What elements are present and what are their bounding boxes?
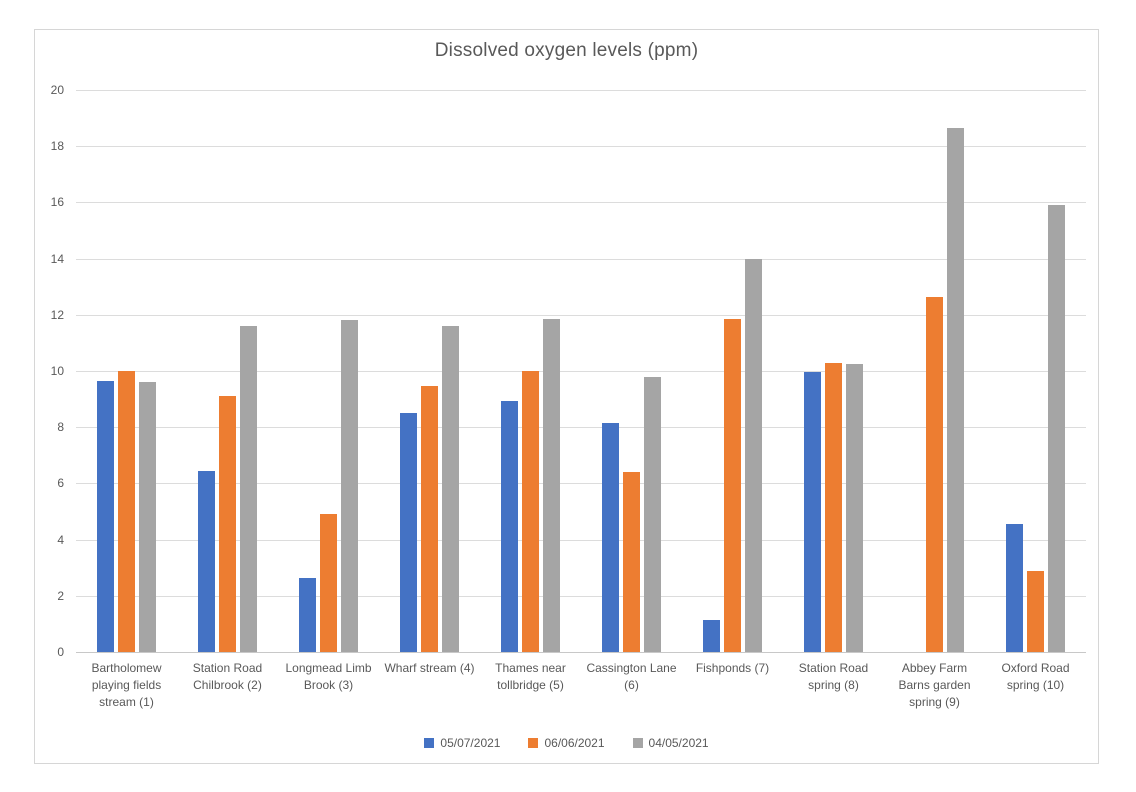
bar[interactable] bbox=[745, 258, 762, 652]
y-axis: 0 2 4 6 8 10 12 14 16 18 20 bbox=[35, 83, 69, 659]
legend: 05/07/2021 06/06/2021 04/05/2021 bbox=[35, 736, 1098, 750]
bar[interactable] bbox=[846, 363, 863, 652]
gridline bbox=[76, 258, 1086, 260]
y-tick-label: 20 bbox=[50, 83, 64, 97]
bar[interactable] bbox=[1006, 524, 1023, 652]
bar[interactable] bbox=[341, 320, 358, 652]
gridline bbox=[76, 483, 1086, 485]
bar[interactable] bbox=[926, 296, 943, 652]
legend-item[interactable]: 05/07/2021 bbox=[424, 736, 500, 750]
x-axis-label: Thames near tollbridge (5) bbox=[495, 661, 566, 692]
x-axis-label: Abbey Farm Barns garden spring (9) bbox=[898, 661, 971, 709]
bar-groups bbox=[76, 90, 1086, 652]
bar-group bbox=[480, 90, 581, 652]
bar[interactable] bbox=[1048, 205, 1065, 652]
legend-swatch bbox=[632, 738, 643, 748]
gridline bbox=[76, 539, 1086, 541]
gridline bbox=[76, 90, 1086, 91]
y-tick-label: 16 bbox=[50, 195, 64, 210]
bar[interactable] bbox=[139, 382, 156, 652]
bar[interactable] bbox=[602, 423, 619, 652]
chart-frame[interactable]: Dissolved oxygen levels (ppm) 0 2 4 6 8 10 12 1… bbox=[34, 29, 1099, 764]
gridline bbox=[76, 146, 1086, 148]
x-axis-labels: Bartholomew playing fields stream (1) Sta… bbox=[76, 660, 1086, 710]
bar[interactable] bbox=[320, 514, 337, 652]
bar[interactable] bbox=[644, 376, 661, 652]
bar[interactable] bbox=[623, 472, 640, 652]
bar[interactable] bbox=[118, 371, 135, 652]
y-tick-label: 12 bbox=[50, 307, 64, 322]
chart-title: Dissolved oxygen levels (ppm) bbox=[434, 40, 699, 61]
gridline bbox=[76, 202, 1086, 204]
bar-group bbox=[884, 90, 985, 652]
bar-group bbox=[682, 90, 783, 652]
gridline bbox=[76, 595, 1086, 597]
plot-area bbox=[76, 90, 1086, 653]
y-tick-label: 4 bbox=[57, 532, 64, 547]
bar[interactable] bbox=[947, 127, 964, 652]
bar[interactable] bbox=[522, 371, 539, 652]
bar-group bbox=[278, 90, 379, 652]
x-axis-label: Fishponds (7) bbox=[695, 661, 770, 675]
legend-item[interactable]: 06/06/2021 bbox=[528, 736, 605, 750]
bar[interactable] bbox=[442, 326, 459, 652]
bar[interactable] bbox=[400, 413, 417, 652]
gridline bbox=[76, 427, 1086, 429]
y-tick-label: 6 bbox=[57, 476, 64, 491]
y-tick-label: 10 bbox=[50, 364, 64, 378]
x-axis-label: Cassington Lane (6) bbox=[586, 661, 677, 692]
bar-group bbox=[783, 90, 884, 652]
x-axis-label: Bartholomew playing fields stream (1) bbox=[91, 661, 162, 709]
y-tick-label: 0 bbox=[57, 645, 64, 659]
y-tick-label: 8 bbox=[57, 420, 64, 435]
legend-swatch bbox=[528, 738, 539, 748]
y-tick-label: 14 bbox=[50, 251, 64, 266]
legend-label: 06/06/2021 bbox=[544, 736, 605, 750]
bar-group bbox=[379, 90, 480, 652]
x-axis-label: Longmead Limb Brook (3) bbox=[285, 661, 372, 692]
bar[interactable] bbox=[804, 372, 821, 652]
x-axis-label: Oxford Road spring (10) bbox=[1001, 661, 1070, 692]
bar-group bbox=[76, 90, 177, 652]
bar-group bbox=[177, 90, 278, 652]
bar[interactable] bbox=[240, 326, 257, 652]
bar[interactable] bbox=[198, 470, 215, 652]
bar[interactable] bbox=[724, 319, 741, 652]
x-axis-label: Station Road spring (8) bbox=[798, 661, 869, 692]
bar[interactable] bbox=[703, 619, 720, 652]
legend-item[interactable]: 04/05/2021 bbox=[632, 736, 709, 750]
y-tick-label: 2 bbox=[57, 588, 64, 603]
bar[interactable] bbox=[825, 362, 842, 652]
legend-label: 04/05/2021 bbox=[648, 736, 709, 750]
x-axis-label: Station Road Chilbrook (2) bbox=[192, 661, 263, 692]
bar[interactable] bbox=[1027, 570, 1044, 652]
bar[interactable] bbox=[501, 400, 518, 652]
bar[interactable] bbox=[543, 319, 560, 652]
gridline bbox=[76, 314, 1086, 316]
bar-group bbox=[581, 90, 682, 652]
legend-label: 05/07/2021 bbox=[440, 736, 501, 750]
bar[interactable] bbox=[219, 396, 236, 652]
bar[interactable] bbox=[97, 380, 114, 652]
gridline bbox=[76, 371, 1086, 372]
bar[interactable] bbox=[421, 386, 438, 652]
legend-swatch bbox=[424, 738, 435, 748]
y-tick-label: 18 bbox=[50, 139, 64, 154]
bar[interactable] bbox=[299, 577, 316, 652]
x-axis-label: Wharf stream (4) bbox=[384, 661, 475, 675]
bar-group bbox=[985, 90, 1086, 652]
